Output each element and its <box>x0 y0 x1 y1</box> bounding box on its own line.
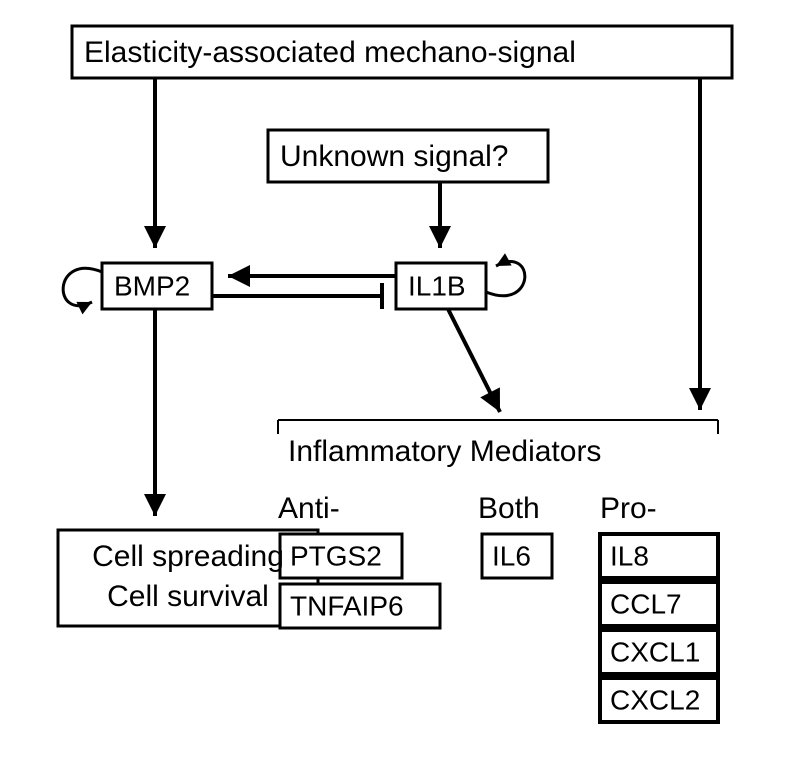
node-il1b-label: IL1B <box>408 270 466 301</box>
node-bmp2-label: BMP2 <box>114 270 190 301</box>
label-pro: Pro- <box>600 492 657 525</box>
node-elasticity: Elasticity-associated mechano-signal <box>72 26 732 78</box>
label-anti: Anti- <box>278 492 340 525</box>
bmp2-self <box>63 268 102 314</box>
unknown-to-il1b <box>429 182 451 248</box>
node-cxcl2-label: CXCL2 <box>610 684 700 715</box>
node-unknown-label: Unknown signal? <box>280 140 508 173</box>
cell-line1: Cell spreading <box>92 540 284 573</box>
cell-line2: Cell survival <box>107 580 269 613</box>
node-il1b: IL1B <box>396 263 486 309</box>
node-mediators-label: Inflammatory Mediators <box>288 435 601 468</box>
node-elasticity-label: Elasticity-associated mechano-signal <box>84 36 576 69</box>
bmp2-to-cell <box>144 309 166 516</box>
label-both: Both <box>478 492 540 525</box>
node-unknown: Unknown signal? <box>268 130 548 182</box>
node-tnfaip6-label: TNFAIP6 <box>290 590 404 621</box>
node-cxcl1: CXCL1 <box>600 630 718 674</box>
node-cxcl1-label: CXCL1 <box>610 636 700 667</box>
node-il8-label: IL8 <box>610 540 649 571</box>
node-ccl7: CCL7 <box>600 582 718 626</box>
node-tnfaip6: TNFAIP6 <box>280 584 440 628</box>
node-bmp2: BMP2 <box>102 263 212 309</box>
node-il6: IL6 <box>482 534 552 578</box>
il1b-self <box>486 253 525 296</box>
node-mediators: Inflammatory Mediators <box>288 435 601 468</box>
node-ccl7-label: CCL7 <box>610 588 682 619</box>
node-ptgs2: PTGS2 <box>280 534 402 578</box>
node-cxcl2: CXCL2 <box>600 678 718 722</box>
il1b-to-mediators <box>448 309 500 412</box>
elasticity-to-mediators <box>689 78 711 410</box>
elasticity-to-bmp2 <box>144 78 166 248</box>
il1b-to-bmp2 <box>228 265 396 287</box>
bmp2-inhibits-il1b <box>212 283 382 309</box>
node-il6-label: IL6 <box>492 540 531 571</box>
node-il8: IL8 <box>600 534 718 578</box>
node-ptgs2-label: PTGS2 <box>290 540 382 571</box>
